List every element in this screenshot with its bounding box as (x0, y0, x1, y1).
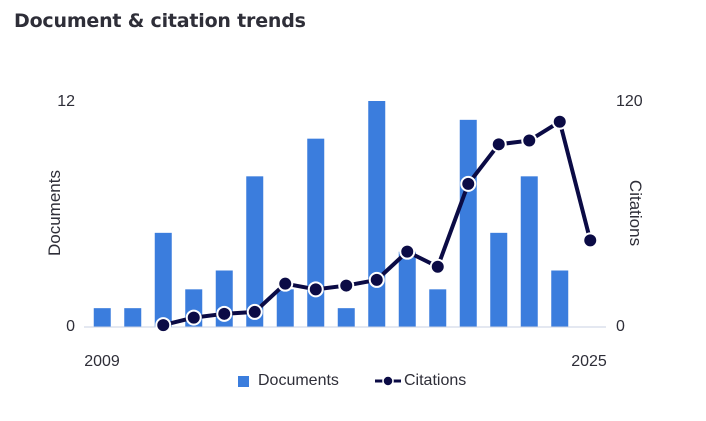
bar-documents-2010[interactable] (124, 308, 142, 327)
legend-bar-swatch (238, 375, 249, 387)
chart-title: Document & citation trends (14, 10, 306, 32)
bar-documents-2011[interactable] (154, 232, 172, 327)
point-citations-2012[interactable] (185, 309, 202, 326)
point-citations-2025[interactable] (582, 232, 599, 249)
point-citations-2023[interactable] (521, 132, 538, 149)
bar-documents-2017[interactable] (337, 308, 355, 327)
legend-label-citations: Citations (404, 372, 467, 389)
point-citations-2015[interactable] (277, 275, 294, 292)
x-tick-first: 2009 (84, 353, 120, 370)
point-citations-2011[interactable] (155, 317, 172, 334)
y-right-tick-bottom: 0 (616, 318, 625, 335)
chart-svg: 12 0 120 0 2009 2025 Documents Citations (45, 93, 645, 370)
point-citations-2022[interactable] (490, 136, 507, 153)
x-tick-last: 2025 (571, 353, 607, 370)
line-layer (155, 113, 599, 334)
bar-documents-2014[interactable] (246, 176, 264, 327)
point-citations-2019[interactable] (399, 243, 416, 260)
legend-label-documents: Documents (258, 372, 339, 389)
bar-documents-2015[interactable] (276, 289, 294, 327)
bars-layer (93, 101, 569, 328)
bar-documents-2009[interactable] (93, 308, 111, 327)
bar-documents-2018[interactable] (368, 101, 386, 327)
bar-documents-2020[interactable] (429, 289, 447, 327)
point-citations-2024[interactable] (551, 113, 568, 130)
y-right-tick-top: 120 (616, 93, 643, 110)
legend-item-citations[interactable]: Citations (374, 372, 466, 390)
point-citations-2018[interactable] (368, 271, 385, 288)
y-left-tick-bottom: 0 (66, 318, 75, 335)
point-citations-2017[interactable] (338, 277, 355, 294)
y-left-tick-top: 12 (57, 93, 75, 110)
point-citations-2021[interactable] (460, 175, 477, 192)
legend: Documents Citations (0, 372, 706, 394)
bar-documents-2021[interactable] (459, 119, 477, 327)
legend-line-swatch (375, 375, 401, 387)
y-right-axis-title: Citations (626, 180, 645, 246)
point-citations-2016[interactable] (307, 281, 324, 298)
point-citations-2020[interactable] (429, 258, 446, 275)
y-left-axis-title: Documents (45, 170, 64, 256)
bar-documents-2024[interactable] (551, 270, 569, 328)
bar-documents-2023[interactable] (520, 176, 538, 327)
bar-documents-2022[interactable] (490, 232, 508, 327)
point-citations-2013[interactable] (216, 305, 233, 322)
bar-documents-2019[interactable] (398, 251, 416, 327)
point-citations-2014[interactable] (246, 303, 263, 320)
legend-item-documents[interactable]: Documents (238, 372, 339, 390)
bar-documents-2016[interactable] (307, 138, 325, 327)
